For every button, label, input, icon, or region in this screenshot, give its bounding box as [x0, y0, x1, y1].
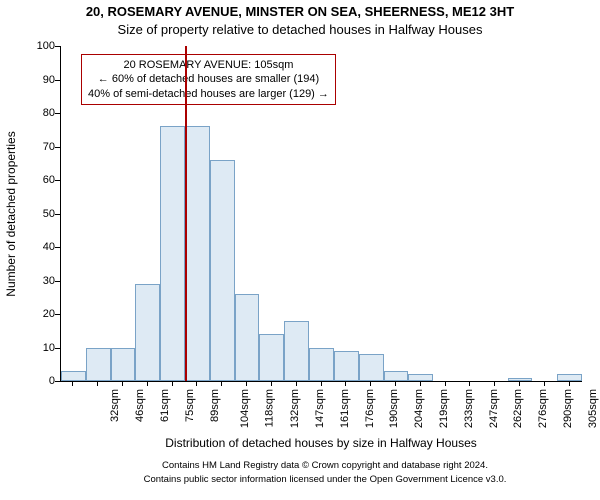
histogram-bar: [557, 374, 582, 381]
x-tick: [469, 381, 470, 386]
x-tick: [296, 381, 297, 386]
x-axis-title: Distribution of detached houses by size …: [60, 436, 582, 450]
y-tick: [55, 214, 60, 215]
reference-line: [185, 46, 187, 381]
x-tick: [97, 381, 98, 386]
histogram-bar: [334, 351, 359, 381]
y-tick: [55, 147, 60, 148]
y-tick-label: 70: [43, 141, 55, 153]
annotation-line-2: ← 60% of detached houses are smaller (19…: [88, 72, 329, 86]
x-tick-label: 32sqm: [109, 389, 121, 422]
x-tick: [72, 381, 73, 386]
chart-title-sub: Size of property relative to detached ho…: [0, 22, 600, 37]
x-tick-label: 176sqm: [364, 389, 376, 428]
x-tick-label: 132sqm: [289, 389, 301, 428]
x-tick: [544, 381, 545, 386]
histogram-bar: [86, 348, 111, 382]
histogram-bar: [185, 126, 210, 381]
x-tick: [345, 381, 346, 386]
chart-container: 20, ROSEMARY AVENUE, MINSTER ON SEA, SHE…: [0, 0, 600, 500]
x-tick: [196, 381, 197, 386]
plot-area: 20 ROSEMARY AVENUE: 105sqm ← 60% of deta…: [60, 46, 582, 382]
x-tick-label: 305sqm: [587, 389, 599, 428]
footer-line-2: Contains public sector information licen…: [60, 474, 590, 485]
y-tick: [55, 381, 60, 382]
x-tick: [221, 381, 222, 386]
histogram-bar: [111, 348, 136, 382]
histogram-bar: [359, 354, 384, 381]
histogram-bar: [309, 348, 334, 382]
y-tick-label: 0: [49, 375, 55, 387]
x-tick-label: 290sqm: [562, 389, 574, 428]
y-tick-label: 50: [43, 208, 55, 220]
histogram-bar: [210, 160, 235, 381]
histogram-bar: [235, 294, 260, 381]
histogram-bar: [160, 126, 185, 381]
y-tick-label: 60: [43, 174, 55, 186]
x-tick: [147, 381, 148, 386]
x-tick-label: 262sqm: [512, 389, 524, 428]
x-tick: [569, 381, 570, 386]
x-tick: [271, 381, 272, 386]
x-tick-label: 204sqm: [413, 389, 425, 428]
x-tick-label: 118sqm: [264, 389, 276, 427]
x-tick-label: 233sqm: [463, 389, 475, 428]
x-tick-label: 61sqm: [159, 389, 171, 422]
x-tick-label: 75sqm: [184, 389, 196, 422]
x-tick-label: 89sqm: [209, 389, 221, 422]
y-axis-title: Number of detached properties: [4, 131, 18, 296]
x-tick-label: 161sqm: [339, 389, 351, 428]
y-tick: [55, 348, 60, 349]
annotation-line-3: 40% of semi-detached houses are larger (…: [88, 87, 329, 101]
histogram-bar: [284, 321, 309, 381]
y-tick: [55, 314, 60, 315]
x-tick: [395, 381, 396, 386]
x-tick: [519, 381, 520, 386]
annotation-line-1: 20 ROSEMARY AVENUE: 105sqm: [88, 58, 329, 72]
x-tick: [172, 381, 173, 386]
x-tick-label: 247sqm: [488, 389, 500, 428]
x-tick: [420, 381, 421, 386]
x-tick: [445, 381, 446, 386]
x-tick-label: 276sqm: [537, 389, 549, 428]
y-tick: [55, 180, 60, 181]
chart-title-main: 20, ROSEMARY AVENUE, MINSTER ON SEA, SHE…: [0, 4, 600, 19]
x-tick-label: 147sqm: [314, 389, 326, 428]
histogram-bar: [384, 371, 409, 381]
y-tick-label: 90: [43, 74, 55, 86]
histogram-bar: [61, 371, 86, 381]
x-tick: [246, 381, 247, 386]
y-tick: [55, 281, 60, 282]
x-tick-label: 104sqm: [240, 389, 252, 428]
y-tick-label: 30: [43, 275, 55, 287]
annotation-box: 20 ROSEMARY AVENUE: 105sqm ← 60% of deta…: [81, 54, 336, 105]
x-tick: [370, 381, 371, 386]
x-tick: [321, 381, 322, 386]
y-tick: [55, 247, 60, 248]
footer-line-1: Contains HM Land Registry data © Crown c…: [60, 460, 590, 471]
y-tick: [55, 46, 60, 47]
x-tick: [122, 381, 123, 386]
x-tick-label: 219sqm: [438, 389, 450, 428]
histogram-bar: [408, 374, 433, 381]
y-tick-label: 10: [43, 342, 55, 354]
x-tick-label: 46sqm: [134, 389, 146, 422]
y-tick-label: 100: [37, 40, 55, 52]
y-tick: [55, 113, 60, 114]
y-tick-label: 40: [43, 241, 55, 253]
x-tick-label: 190sqm: [388, 389, 400, 428]
x-tick: [494, 381, 495, 386]
y-tick-label: 20: [43, 308, 55, 320]
y-tick: [55, 80, 60, 81]
y-tick-label: 80: [43, 107, 55, 119]
histogram-bar: [135, 284, 160, 381]
histogram-bar: [259, 334, 284, 381]
